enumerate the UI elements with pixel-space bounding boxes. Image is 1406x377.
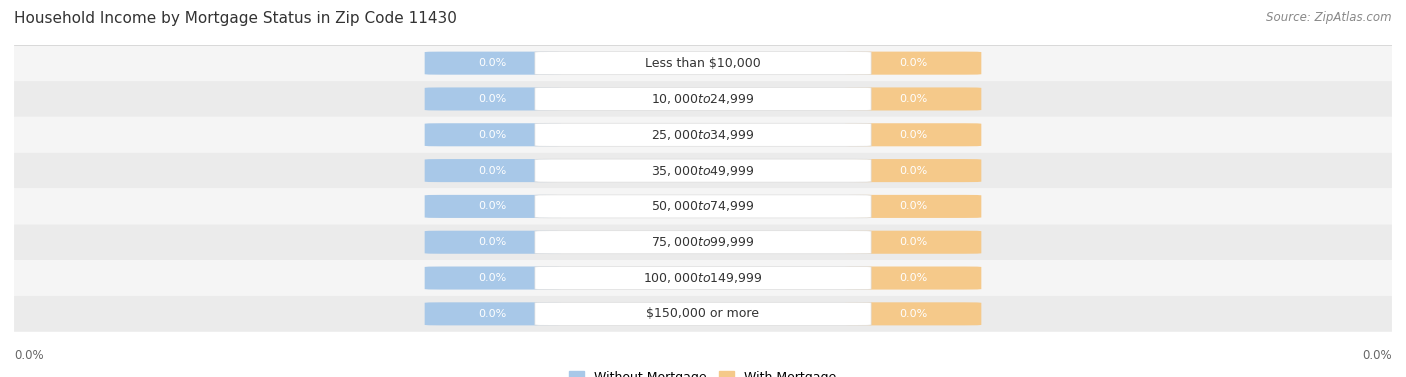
Text: 0.0%: 0.0% — [898, 273, 927, 283]
FancyBboxPatch shape — [425, 302, 561, 325]
FancyBboxPatch shape — [14, 117, 1392, 153]
Text: Source: ZipAtlas.com: Source: ZipAtlas.com — [1267, 11, 1392, 24]
FancyBboxPatch shape — [845, 159, 981, 182]
Text: 0.0%: 0.0% — [898, 58, 927, 68]
Text: 0.0%: 0.0% — [479, 309, 508, 319]
Text: 0.0%: 0.0% — [479, 94, 508, 104]
Text: 0.0%: 0.0% — [898, 237, 927, 247]
FancyBboxPatch shape — [14, 153, 1392, 188]
Text: $10,000 to $24,999: $10,000 to $24,999 — [651, 92, 755, 106]
FancyBboxPatch shape — [14, 224, 1392, 260]
FancyBboxPatch shape — [534, 52, 872, 75]
Text: 0.0%: 0.0% — [898, 94, 927, 104]
FancyBboxPatch shape — [534, 159, 872, 182]
FancyBboxPatch shape — [534, 87, 872, 110]
Text: 0.0%: 0.0% — [479, 201, 508, 211]
Legend: Without Mortgage, With Mortgage: Without Mortgage, With Mortgage — [564, 366, 842, 377]
FancyBboxPatch shape — [425, 267, 561, 290]
Text: 0.0%: 0.0% — [1362, 349, 1392, 362]
FancyBboxPatch shape — [845, 123, 981, 146]
FancyBboxPatch shape — [845, 267, 981, 290]
Text: $50,000 to $74,999: $50,000 to $74,999 — [651, 199, 755, 213]
FancyBboxPatch shape — [425, 52, 561, 75]
Text: $75,000 to $99,999: $75,000 to $99,999 — [651, 235, 755, 249]
FancyBboxPatch shape — [425, 231, 561, 254]
Text: 0.0%: 0.0% — [898, 166, 927, 176]
FancyBboxPatch shape — [534, 267, 872, 290]
Text: 0.0%: 0.0% — [479, 58, 508, 68]
Text: 0.0%: 0.0% — [14, 349, 44, 362]
FancyBboxPatch shape — [14, 260, 1392, 296]
FancyBboxPatch shape — [534, 302, 872, 325]
FancyBboxPatch shape — [425, 159, 561, 182]
FancyBboxPatch shape — [845, 195, 981, 218]
FancyBboxPatch shape — [425, 123, 561, 146]
FancyBboxPatch shape — [534, 231, 872, 254]
Text: Household Income by Mortgage Status in Zip Code 11430: Household Income by Mortgage Status in Z… — [14, 11, 457, 26]
FancyBboxPatch shape — [845, 302, 981, 325]
FancyBboxPatch shape — [14, 188, 1392, 224]
Text: 0.0%: 0.0% — [898, 201, 927, 211]
Text: Less than $10,000: Less than $10,000 — [645, 57, 761, 70]
FancyBboxPatch shape — [14, 81, 1392, 117]
FancyBboxPatch shape — [425, 87, 561, 110]
Text: $150,000 or more: $150,000 or more — [647, 307, 759, 320]
FancyBboxPatch shape — [845, 87, 981, 110]
Text: 0.0%: 0.0% — [479, 273, 508, 283]
Text: $25,000 to $34,999: $25,000 to $34,999 — [651, 128, 755, 142]
Text: $100,000 to $149,999: $100,000 to $149,999 — [644, 271, 762, 285]
Text: 0.0%: 0.0% — [898, 130, 927, 140]
Text: 0.0%: 0.0% — [898, 309, 927, 319]
FancyBboxPatch shape — [534, 195, 872, 218]
FancyBboxPatch shape — [425, 195, 561, 218]
FancyBboxPatch shape — [845, 52, 981, 75]
FancyBboxPatch shape — [845, 231, 981, 254]
Text: 0.0%: 0.0% — [479, 237, 508, 247]
Text: $35,000 to $49,999: $35,000 to $49,999 — [651, 164, 755, 178]
FancyBboxPatch shape — [14, 45, 1392, 81]
FancyBboxPatch shape — [534, 123, 872, 146]
Text: 0.0%: 0.0% — [479, 166, 508, 176]
FancyBboxPatch shape — [14, 296, 1392, 332]
Text: 0.0%: 0.0% — [479, 130, 508, 140]
